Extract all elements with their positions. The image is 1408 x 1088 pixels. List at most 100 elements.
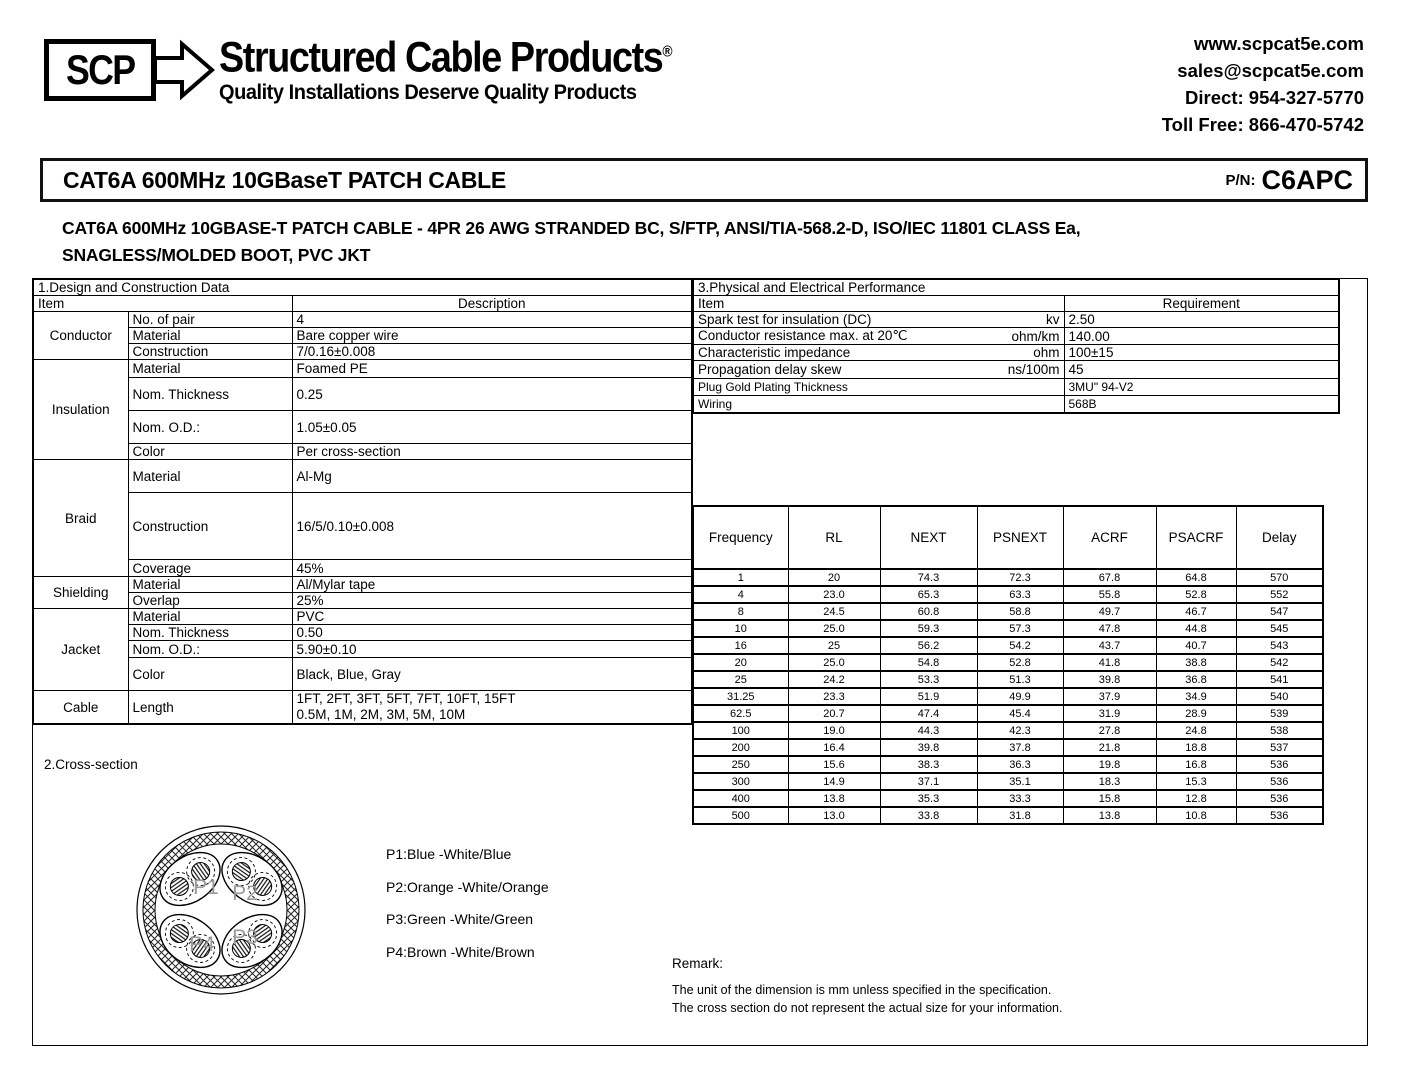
brand-text-block: Structured Cable Products® Quality Insta… [219, 33, 711, 105]
table-cell: 24.5 [787, 602, 881, 621]
table-cell: 13.8 [787, 789, 881, 808]
table-cell: 200 [692, 738, 789, 757]
table-row: 400 13.8 35.3 33.3 15.8 12.8 536 [692, 789, 1324, 808]
cell: Nom. O.D.: [127, 640, 293, 658]
freq-col-frequency: Frequency [692, 505, 789, 570]
freq-col-psnext: PSNEXT [976, 505, 1064, 570]
table-row: 1 20 74.3 72.3 67.8 64.8 570 [692, 568, 1324, 587]
remark-title: Remark: [672, 956, 724, 971]
item-with-unit: Conductor resistance max. at 20℃ ohm/km [698, 328, 1060, 344]
cell: Material [127, 608, 293, 625]
pair-3 [221, 913, 283, 969]
requirement-value: 140.00 [1063, 327, 1340, 345]
table-cell: 41.8 [1062, 653, 1157, 672]
product-description: CAT6A 600MHz 10GBASE-T PATCH CABLE - 4PR… [62, 215, 1382, 269]
table-cell: 16.8 [1155, 755, 1237, 774]
legend-pair-3: P3:Green -White/Green [386, 911, 534, 927]
table-cell: 10.8 [1155, 806, 1237, 825]
table-cell: 42.3 [976, 721, 1064, 740]
table-cell: 12.8 [1155, 789, 1237, 808]
table-cell: 538 [1235, 721, 1324, 740]
table-cell: 539 [1235, 704, 1324, 723]
table-cell: 49.7 [1062, 602, 1157, 621]
table-cell: 552 [1235, 585, 1324, 604]
table-cell: 14.9 [787, 772, 881, 791]
conductor-white [231, 862, 251, 882]
part-number-label: P/N: [1225, 171, 1256, 189]
contact-tollfree-phone: Toll Free: 866-470-5742 [1161, 114, 1364, 135]
table-cell: 20 [692, 653, 789, 672]
table-cell: 52.8 [1155, 585, 1237, 604]
table-cell: 570 [1235, 568, 1324, 587]
table-cell: 35.3 [879, 789, 978, 808]
requirement-value: 568B [1063, 395, 1340, 413]
cell: Al-Mg [291, 459, 693, 493]
group-cable: Cable [32, 690, 129, 725]
conductor-color [191, 938, 211, 958]
table-cell: 54.2 [976, 636, 1064, 655]
braid-inner-edge [154, 843, 288, 977]
cell: 1.05±0.05 [291, 410, 693, 444]
design-table-title: 1.Design and Construction Data [32, 278, 693, 296]
table-cell: 57.3 [976, 619, 1064, 638]
cell: 5.90±0.10 [291, 640, 693, 658]
table-cell: 58.8 [976, 602, 1064, 621]
table-cell: 16 [692, 636, 789, 655]
contact-direct-phone: Direct: 954-327-5770 [1185, 87, 1364, 108]
braid-outer-edge [142, 831, 300, 989]
table-cell: 250 [692, 755, 789, 774]
cell: 4 [291, 311, 693, 328]
title-bar: CAT6A 600MHz 10GBaseT PATCH CABLE P/N: C… [40, 158, 1368, 202]
table-cell: 13.8 [1062, 806, 1157, 825]
table-cell: 52.8 [976, 653, 1064, 672]
cell: 16/5/0.10±0.008 [291, 492, 693, 560]
pair-label-p3: P3 [232, 926, 258, 949]
item-label: Propagation delay skew [698, 362, 842, 377]
item-with-unit: Propagation delay skew ns/100m [698, 362, 1060, 377]
pair-4 [159, 913, 221, 969]
table-row: 200 16.4 39.8 37.8 21.8 18.8 537 [692, 738, 1324, 757]
frequency-performance-table: Frequency RL NEXT PSNEXT ACRF PSACRF Del… [692, 505, 1324, 825]
requirement-value: 2.50 [1063, 311, 1340, 328]
table-cell: 37.8 [976, 738, 1064, 757]
table-cell: 23.0 [787, 585, 881, 604]
legend-pair-1: P1:Blue -White/Blue [386, 846, 512, 862]
design-col-item: Item [32, 295, 293, 312]
pair-2 [221, 851, 283, 907]
cell: Overlap [127, 592, 293, 609]
contact-email: sales@scpcat5e.com [1177, 60, 1364, 81]
table-cell: 43.7 [1062, 636, 1157, 655]
table-cell: 62.5 [692, 704, 789, 723]
design-construction-table: 1.Design and Construction Data Item Desc… [32, 278, 693, 725]
physical-col-requirement: Requirement [1063, 295, 1340, 312]
table-cell: 34.9 [1155, 687, 1237, 706]
table-cell: 74.3 [879, 568, 978, 587]
conductor-white [253, 924, 273, 944]
table-cell: 542 [1235, 653, 1324, 672]
table-cell: 27.8 [1062, 721, 1157, 740]
cable-cross-section-diagram: P1 P2 P3 P4 [136, 825, 306, 995]
scp-logo-box: SCP [44, 38, 156, 101]
table-cell: 44.8 [1155, 619, 1237, 638]
table-cell: 536 [1235, 755, 1324, 774]
item-label: Conductor resistance max. at 20℃ [698, 328, 908, 344]
table-cell: 8 [692, 602, 789, 621]
table-cell: 72.3 [976, 568, 1064, 587]
item-label: Characteristic impedance [698, 345, 851, 360]
table-cell: 16.4 [787, 738, 881, 757]
cell: No. of pair [127, 311, 293, 328]
table-cell: 55.8 [1062, 585, 1157, 604]
contact-website: www.scpcat5e.com [1194, 33, 1364, 54]
table-cell: 45.4 [976, 704, 1064, 723]
contact-block: www.scpcat5e.com sales@scpcat5e.com Dire… [1162, 30, 1364, 138]
conductor-white [169, 876, 189, 896]
table-cell: 33.8 [879, 806, 978, 825]
table-cell: 64.8 [1155, 568, 1237, 587]
freq-col-psacrf: PSACRF [1155, 505, 1237, 570]
cell: Construction [127, 492, 293, 560]
physical-table-title: 3.Physical and Electrical Performance [692, 278, 1340, 296]
table-cell: 38.8 [1155, 653, 1237, 672]
table-cell: 36.3 [976, 755, 1064, 774]
jacket-circle [136, 825, 306, 995]
table-cell: 38.3 [879, 755, 978, 774]
